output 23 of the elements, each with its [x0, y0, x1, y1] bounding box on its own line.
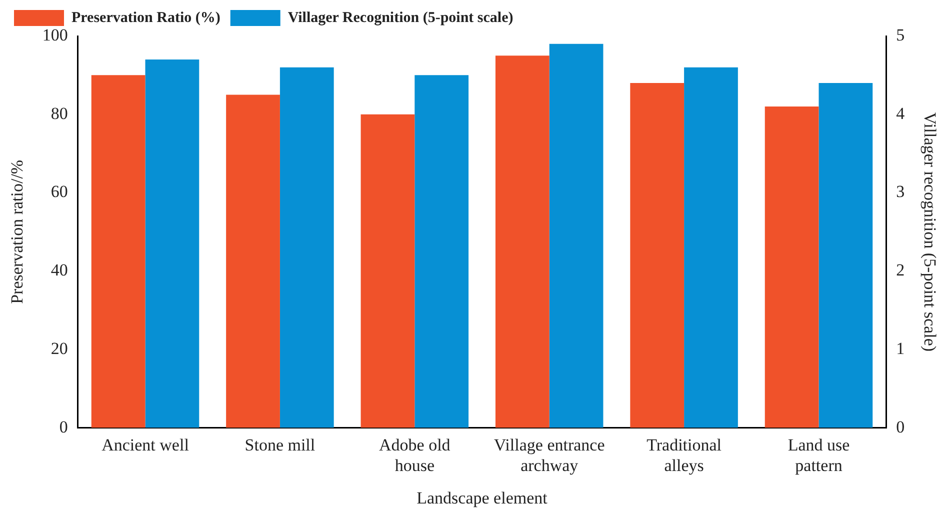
x-tick-label: Stone mill — [244, 435, 316, 454]
y-tick-label: 80 — [50, 104, 68, 123]
y2-tick-label: 0 — [896, 417, 905, 436]
y2-tick-label: 4 — [896, 104, 906, 123]
x-tick-label: Traditional alleys — [646, 435, 722, 475]
y-tick-label: 40 — [50, 260, 68, 280]
legend-label: Preservation Ratio (%) — [72, 10, 220, 26]
y-tick-label: 60 — [50, 182, 68, 202]
y-tick-label: 100 — [42, 25, 68, 44]
x-tick-label: Village entrance archway — [494, 435, 605, 475]
y2-tick-label: 3 — [896, 182, 905, 202]
y2-tick-label: 2 — [896, 260, 905, 280]
x-tick-label: Land use pattern — [788, 435, 850, 475]
y2-axis-title: Villager recognition (5-point scale) — [920, 112, 940, 352]
y-tick-label: 0 — [59, 417, 68, 436]
y-axis-title: Preservation ratio//% — [8, 160, 27, 304]
y2-tick-label: 5 — [896, 25, 905, 44]
x-tick-label: Adobe old house — [379, 435, 451, 475]
legend-label: Villager Recognition (5-point scale) — [288, 10, 514, 26]
y-tick-label: 20 — [50, 338, 68, 358]
y2-tick-label: 1 — [896, 338, 905, 358]
x-axis-title: Landscape element — [416, 488, 548, 508]
x-tick-label: Ancient well — [102, 435, 190, 454]
